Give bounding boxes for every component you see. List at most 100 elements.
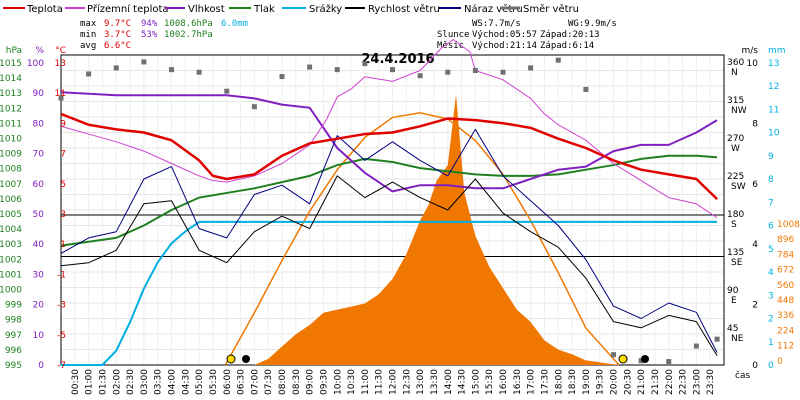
axis-pct-tick: 80 <box>33 119 45 129</box>
moon-rise: Východ:21:14 <box>472 41 537 51</box>
axis-ms-tick: 10 <box>747 59 759 69</box>
axis-hpa-tick: 1000 <box>0 286 22 296</box>
axis-c-tick: -7 <box>57 361 66 371</box>
axis-x-tick: 17:30 <box>540 369 550 395</box>
axis-wm2-tick: 112 <box>777 342 794 352</box>
wind-direction-point <box>445 69 451 75</box>
axis-x-tick: 06:00 <box>223 369 233 395</box>
axis-hpa-tick: 1013 <box>0 89 22 99</box>
axis-deg-tick: 270 <box>727 134 744 144</box>
stat-avg-label: avg <box>80 41 96 51</box>
chart-title: 24.4.2016 <box>361 52 434 67</box>
axis-x-tick: 06:30 <box>237 369 247 395</box>
legend-label-rychlost: Rychlost větru <box>368 3 440 15</box>
axis-x-tick: 18:30 <box>568 369 578 395</box>
wind-direction-point <box>417 73 423 79</box>
axis-hpa-tick: 1008 <box>0 165 22 175</box>
axis-mm-tick: 8 <box>768 175 774 185</box>
axis-x-tick: 15:00 <box>471 369 481 395</box>
wind-direction-point <box>714 336 720 342</box>
stat-max-hum: 94% <box>141 19 158 29</box>
axis-x-tick: 08:30 <box>292 369 302 395</box>
axis-mm-tick: 2 <box>768 315 774 325</box>
axis-ms-label: m/s <box>742 46 759 56</box>
wind-direction-point <box>169 67 174 73</box>
axis-mm-tick: 10 <box>768 129 780 139</box>
sun-set: Západ:20:13 <box>540 30 600 40</box>
axis-mm-tick: 6 <box>768 222 774 232</box>
axis-c-tick: -1 <box>57 270 66 280</box>
axis-x-tick: 01:30 <box>98 369 108 395</box>
wind-direction-point <box>251 104 257 110</box>
axis-x-tick: 21:00 <box>637 369 647 395</box>
axis-pct-tick: 100 <box>27 59 44 69</box>
sunrise-marker <box>226 354 236 364</box>
axis-pct-label: % <box>35 46 44 56</box>
series-srazky <box>61 220 718 366</box>
legend-label-tlak: Tlak <box>253 4 275 15</box>
axis-x-tick: 11:30 <box>375 369 385 395</box>
wind-direction-point <box>638 358 644 364</box>
axis-x-tick: 17:00 <box>527 369 537 395</box>
wind-direction-point <box>693 343 699 349</box>
axis-x-tick: 09:30 <box>319 369 329 395</box>
axis-c-tick: 7 <box>60 150 66 160</box>
axis-c-tick: 1 <box>60 240 66 250</box>
axis-x-tick: 23:30 <box>706 369 716 395</box>
lines-layer <box>60 39 718 366</box>
axis-ms-tick: 0 <box>752 361 758 371</box>
axis-ms-tick: 8 <box>752 119 758 129</box>
wind-direction-layer <box>58 57 720 365</box>
axis-mm-tick: 0 <box>768 361 774 371</box>
stat-ws: WS:7.7m/s <box>472 19 521 29</box>
wind-direction-point <box>86 71 92 77</box>
axis-c-label: °C <box>55 46 66 56</box>
wind-direction-point <box>224 88 230 94</box>
axis-x-tick: 20:30 <box>623 369 633 395</box>
axis-c-tick: -3 <box>57 301 66 311</box>
legend-label-smer: Směr větru <box>523 3 579 15</box>
stat-avg-temp: 6.6°C <box>104 41 131 51</box>
axis-x-tick: 07:30 <box>264 369 274 395</box>
axis-x-tick: 01:00 <box>85 369 95 395</box>
axis-deg-dir: E <box>731 296 737 306</box>
axis-deg-tick: 225 <box>727 172 744 182</box>
wind-direction-point <box>528 65 534 71</box>
series-naraz <box>60 128 718 353</box>
axis-deg-tick: 360 <box>727 58 744 68</box>
axis-mm-tick: 11 <box>768 105 779 115</box>
axis-x-tick: 22:00 <box>665 369 675 395</box>
series-prizemni <box>60 39 718 219</box>
axis-x-tick: 05:00 <box>195 369 205 395</box>
moonrise-marker <box>641 355 649 363</box>
axis-hpa-tick: 1011 <box>0 119 22 129</box>
wind-direction-point <box>113 65 119 71</box>
axis-c-tick: 11 <box>55 89 66 99</box>
stat-min-temp: 3.7°C <box>104 30 131 40</box>
series-vlhkost <box>60 91 718 193</box>
axes: 1015101410131012101110101009100810071006… <box>0 46 800 395</box>
sun-label: Slunce <box>437 30 470 40</box>
axis-hpa-tick: 1014 <box>0 74 22 84</box>
axis-x-tick: 03:00 <box>140 369 150 395</box>
wind-direction-point <box>666 359 672 365</box>
axis-pct-tick: 50 <box>33 210 45 220</box>
series-tlak <box>60 154 718 247</box>
axis-x-tick: 19:30 <box>596 369 606 395</box>
series-teplota <box>60 112 718 201</box>
moon-label: Měsíc <box>437 41 464 51</box>
axis-c-tick: 13 <box>55 59 66 69</box>
axis-hpa-tick: 1006 <box>0 195 22 205</box>
axis-hpa-tick: 1004 <box>0 225 22 235</box>
axis-deg-dir: NW <box>731 106 747 116</box>
axis-hpa-tick: 1009 <box>0 150 22 160</box>
axis-mm-tick: 1 <box>768 338 774 348</box>
axis-hpa-tick: 1003 <box>0 240 22 250</box>
sun-rise: Východ:05:57 <box>472 30 537 40</box>
axis-x-tick: 14:00 <box>444 369 454 395</box>
stat-min-label: min <box>80 30 96 40</box>
legend-label-prizemni: Přízemní teplota <box>87 3 169 15</box>
axis-wm2-tick: 336 <box>777 311 794 321</box>
axis-pct-tick: 30 <box>33 270 45 280</box>
